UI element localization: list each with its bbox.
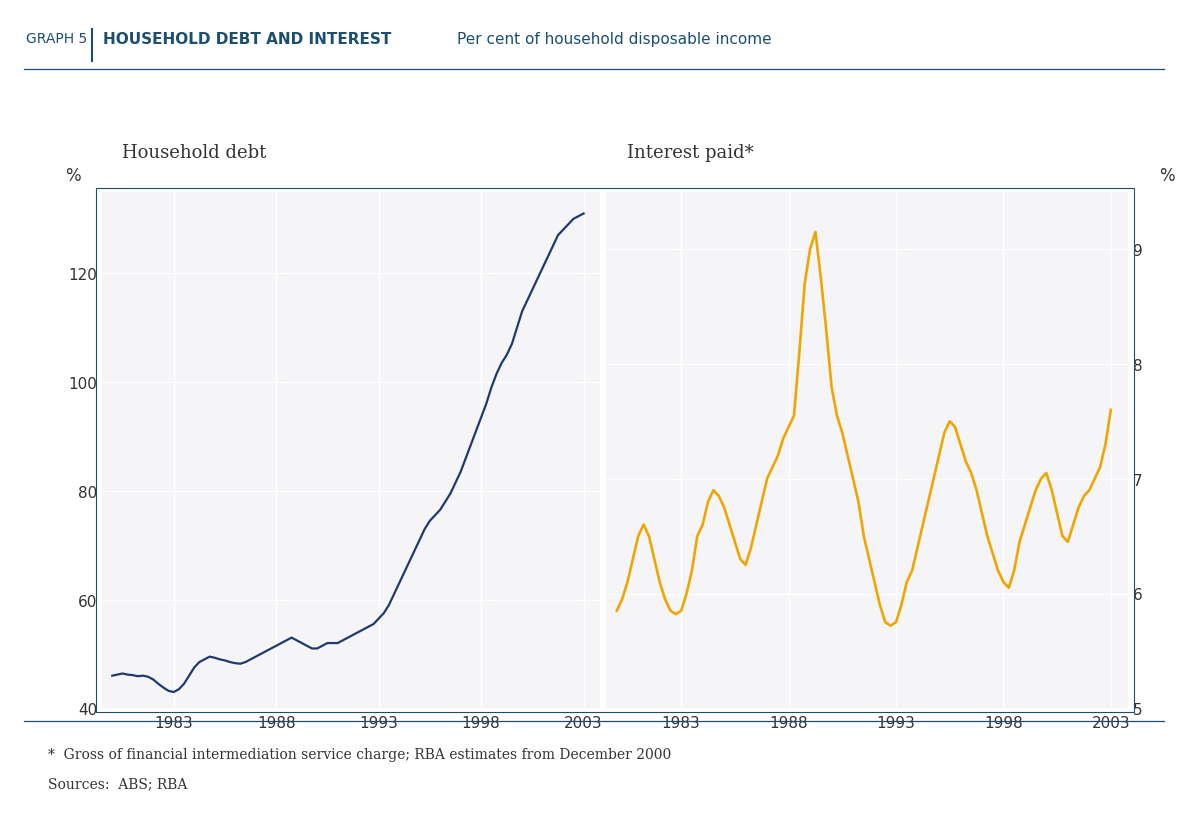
Text: Per cent of household disposable income: Per cent of household disposable income xyxy=(457,32,772,47)
Text: HOUSEHOLD DEBT AND INTEREST: HOUSEHOLD DEBT AND INTEREST xyxy=(103,32,391,47)
Text: Sources:  ABS; RBA: Sources: ABS; RBA xyxy=(48,776,187,790)
Text: GRAPH 5: GRAPH 5 xyxy=(26,32,88,47)
Text: Household debt: Household debt xyxy=(122,143,266,161)
Text: %: % xyxy=(65,167,80,185)
Text: *  Gross of financial intermediation service charge; RBA estimates from December: * Gross of financial intermediation serv… xyxy=(48,747,671,761)
Text: %: % xyxy=(1159,167,1175,185)
Text: Interest paid*: Interest paid* xyxy=(626,143,754,161)
